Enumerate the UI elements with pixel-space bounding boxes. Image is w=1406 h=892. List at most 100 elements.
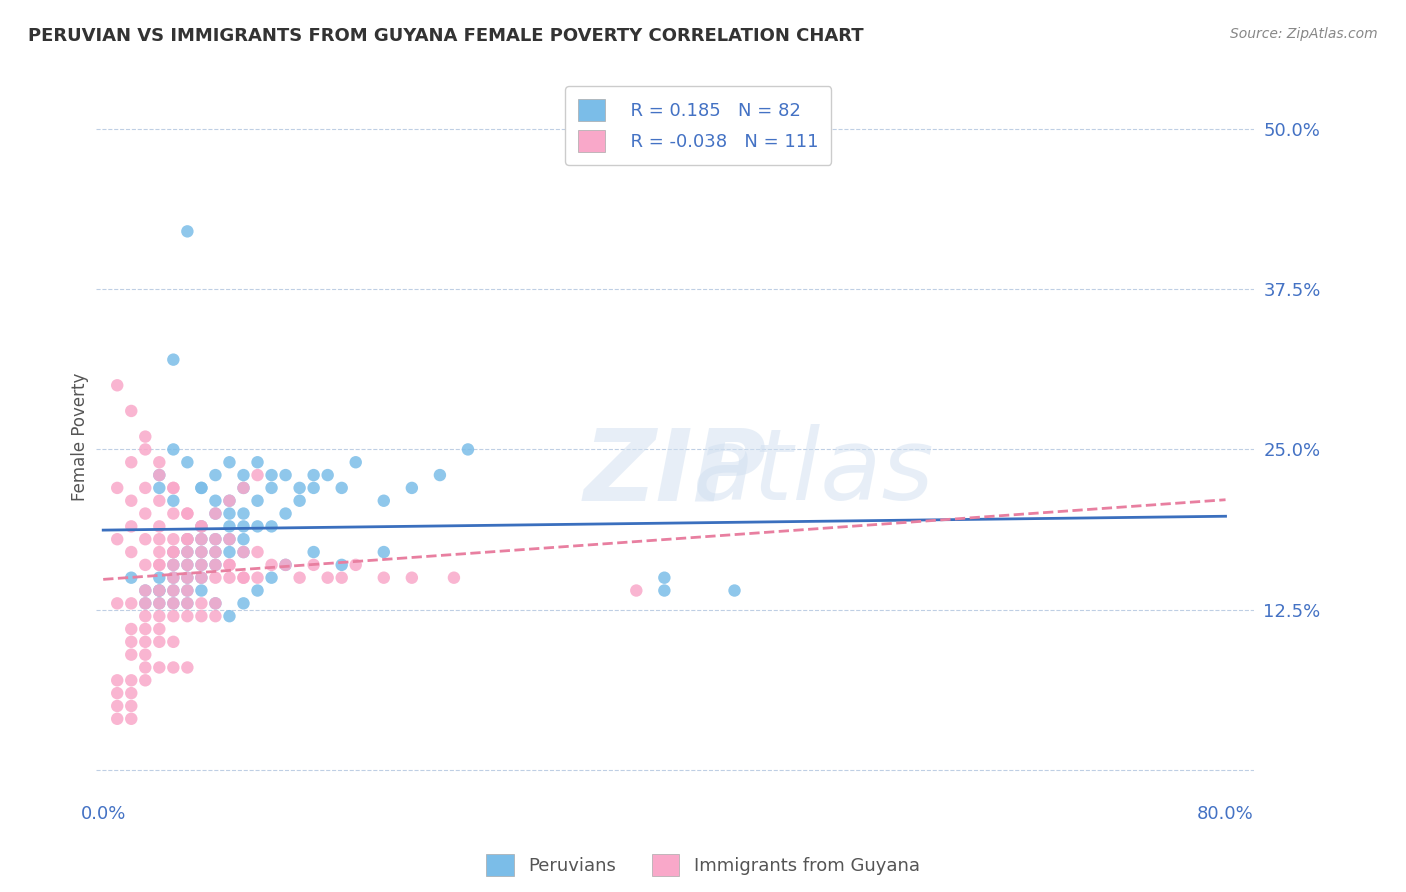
Point [120,493,142,508]
Point [162,533,184,547]
Point [232,596,254,610]
Point [120,571,142,585]
Point [148,481,170,495]
Point [148,493,170,508]
Point [176,507,198,521]
Point [190,481,212,495]
Point [190,571,212,585]
Point [232,545,254,559]
Point [204,596,226,610]
Point [218,519,240,533]
Point [232,481,254,495]
Point [134,558,156,572]
Point [120,635,142,649]
Point [288,493,311,508]
Point [176,533,198,547]
Point [260,571,283,585]
Point [218,493,240,508]
Point [176,660,198,674]
Point [626,583,648,598]
Point [316,571,339,585]
Point [162,545,184,559]
Point [218,455,240,469]
Point [176,583,198,598]
Point [105,378,128,392]
Point [162,583,184,598]
Point [176,545,198,559]
Point [176,583,198,598]
Point [344,558,367,572]
Legend: Peruvians, Immigrants from Guyana: Peruvians, Immigrants from Guyana [479,847,927,883]
Point [134,660,156,674]
Point [246,571,269,585]
Point [190,583,212,598]
Point [120,455,142,469]
Point [190,609,212,624]
Point [120,712,142,726]
Point [134,596,156,610]
Point [246,583,269,598]
Point [176,571,198,585]
Point [204,596,226,610]
Point [190,519,212,533]
Point [302,545,325,559]
Point [302,558,325,572]
Point [246,545,269,559]
Point [232,571,254,585]
Point [401,571,423,585]
Point [302,481,325,495]
Point [148,545,170,559]
Point [148,455,170,469]
Point [232,507,254,521]
Point [120,686,142,700]
Point [232,545,254,559]
Point [204,507,226,521]
Legend:   R = 0.185   N = 82,   R = -0.038   N = 111: R = 0.185 N = 82, R = -0.038 N = 111 [565,87,831,165]
Point [134,648,156,662]
Point [260,481,283,495]
Point [134,583,156,598]
Point [302,468,325,483]
Point [218,533,240,547]
Point [176,533,198,547]
Point [162,481,184,495]
Point [105,596,128,610]
Point [162,571,184,585]
Point [218,609,240,624]
Point [373,571,395,585]
Point [120,519,142,533]
Point [176,224,198,238]
Point [134,609,156,624]
Point [176,596,198,610]
Point [232,481,254,495]
Point [260,468,283,483]
Point [316,468,339,483]
Point [288,481,311,495]
Point [148,596,170,610]
Point [654,583,676,598]
Point [232,468,254,483]
Point [218,545,240,559]
Point [148,571,170,585]
Point [134,533,156,547]
Point [190,545,212,559]
Point [190,558,212,572]
Point [148,596,170,610]
Point [148,558,170,572]
Point [120,622,142,636]
Point [176,558,198,572]
Point [274,468,297,483]
Point [148,519,170,533]
Point [148,583,170,598]
Point [190,519,212,533]
Point [204,545,226,559]
Point [176,455,198,469]
Point [162,545,184,559]
Point [120,698,142,713]
Point [148,583,170,598]
Point [260,519,283,533]
Point [723,583,745,598]
Text: PERUVIAN VS IMMIGRANTS FROM GUYANA FEMALE POVERTY CORRELATION CHART: PERUVIAN VS IMMIGRANTS FROM GUYANA FEMAL… [28,27,863,45]
Point [162,596,184,610]
Point [204,558,226,572]
